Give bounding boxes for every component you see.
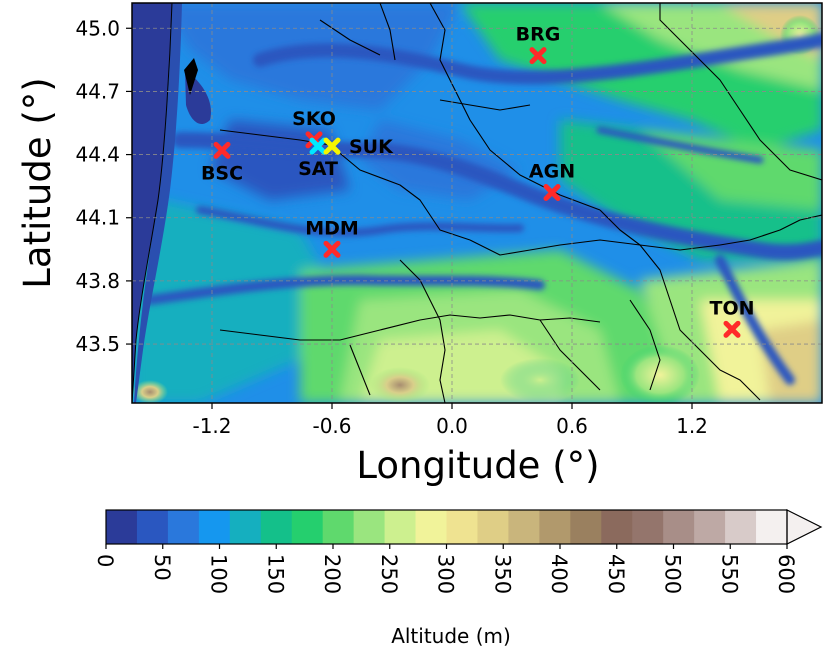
colorbar-tick-label: 100 [207,554,231,594]
colorbar-tick-label: 0 [93,554,117,567]
colorbar-title: Altitude (m) [391,624,511,648]
colorbar-segment [756,510,788,544]
site-marker-suk [323,137,341,155]
colorbar-segment [106,510,138,544]
colorbar-segment [601,510,633,544]
colorbar-segment [725,510,757,544]
colorbar-segment [353,510,386,544]
colorbar-tick-label: 450 [604,554,628,594]
colorbar-segment [136,510,169,544]
site-label-mdm: MDM [305,217,359,239]
site-label-brg: BRG [516,24,561,46]
colorbar-tick-label: 350 [490,554,514,594]
colorbar-segment [632,510,664,544]
site-markers: BRG SKO SAT SUK BSC AGN MDM TON [201,24,755,338]
colorbar-segment [198,510,231,544]
colorbar-segment [322,510,355,544]
colorbar-segment [291,510,324,544]
map-frame [131,2,823,404]
x-tick-label: 0.6 [556,414,588,438]
y-axis-ticks: 45.0 44.7 44.4 44.1 43.8 43.5 [75,16,132,356]
colorbar-tick-label: 550 [717,554,741,594]
x-axis-ticks: -1.2 -0.6 0.0 0.6 1.2 [192,403,708,438]
y-tick-label: 44.1 [75,206,120,230]
site-label-ton: TON [709,297,754,319]
colorbar-tick-label: 50 [150,554,174,581]
y-tick-label: 44.7 [75,79,120,103]
colorbar-segment [477,510,509,544]
y-tick-label: 44.4 [75,143,120,167]
colorbar-segment [384,510,417,544]
colorbar-tick-label: 400 [547,554,571,594]
site-label-sko: SKO [292,108,336,130]
site-label-bsc: BSC [201,162,243,184]
colorbar-segment [446,510,478,544]
x-axis-title: Longitude (°) [356,444,599,487]
y-axis-title: Latitude (°) [16,77,59,288]
colorbar-tick-label: 200 [320,554,344,594]
y-tick-label: 43.5 [75,332,120,356]
site-label-agn: AGN [529,160,575,182]
x-tick-label: 0.0 [436,414,468,438]
x-tick-label: -0.6 [312,414,351,438]
site-marker-ton [723,320,741,338]
y-tick-label: 43.8 [75,269,120,293]
terrain-map [132,3,822,403]
x-tick-label: 1.2 [676,414,708,438]
site-marker-sat [309,137,327,155]
colorbar-segment [570,510,602,544]
colorbar-tick-label: 250 [377,554,401,594]
colorbar-segment [167,510,200,544]
colorbar-segment [508,510,540,544]
site-label-suk: SUK [349,136,394,158]
colorbar-tick-label: 150 [263,554,287,594]
map-grid [132,3,822,403]
colorbar-tick-label: 500 [661,554,685,594]
y-tick-label: 45.0 [75,16,120,40]
site-label-sat: SAT [298,158,338,180]
colorbar-segment [663,510,695,544]
site-marker-agn [543,183,561,201]
site-marker-mdm [323,240,341,258]
colorbar-segment [539,510,571,544]
colorbar-tick-label: 300 [434,554,458,594]
colorbar-segment [694,510,726,544]
colorbar-segment [260,510,293,544]
colorbar-segment [229,510,262,544]
site-marker-brg [529,47,547,65]
colorbar-extend-arrow [786,509,823,545]
site-marker-bsc [213,141,231,159]
colorbar-segment [415,510,447,544]
x-tick-label: -1.2 [192,414,231,438]
colorbar-tick-label: 600 [774,554,798,594]
altitude-colorbar: 0 50 100 150 200 250 300 350 400 450 500 550 600 [93,509,823,594]
